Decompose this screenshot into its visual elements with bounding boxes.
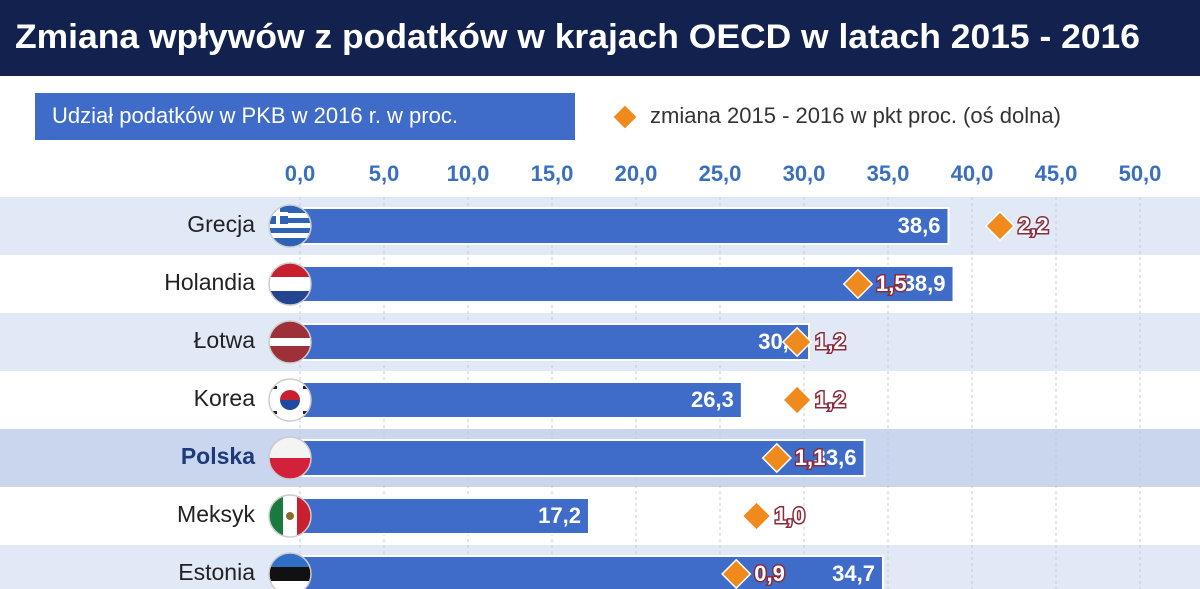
legend-label: Udział podatków w PKB w 2016 r. w proc.: [52, 103, 458, 128]
bar-value-label: 17,2: [538, 503, 581, 528]
x-tick-label: 20,0: [615, 161, 658, 186]
diamond-value-label: 0,9: [754, 561, 785, 586]
legend-box: [35, 93, 575, 140]
bar-value-label: 34,7: [832, 561, 875, 586]
x-tick-label: 40,0: [951, 161, 994, 186]
x-tick-label: 30,0: [783, 161, 826, 186]
category-label: Meksyk: [177, 501, 255, 527]
bar-value-label: 38,6: [898, 213, 941, 238]
diamond: [781, 326, 813, 358]
x-tick-label: 10,0: [447, 161, 490, 186]
diamond: [721, 558, 752, 589]
diamond-value-label: 1,0: [775, 503, 806, 528]
flag: [269, 205, 311, 247]
bar: [299, 207, 950, 245]
x-tick-label: 5,0: [369, 161, 400, 186]
bar: [299, 555, 884, 589]
x-tick-label: 45,0: [1035, 161, 1078, 186]
diamond-value-label: 1,2: [815, 387, 846, 412]
diamond: [781, 384, 813, 416]
bar-value-label: 26,3: [691, 387, 734, 412]
category-label: Holandia: [164, 269, 255, 295]
bar-value-label: 38,9: [903, 271, 946, 296]
x-tick-label: 0,0: [285, 161, 316, 186]
x-tick-label: 35,0: [867, 161, 910, 186]
bar: [299, 381, 743, 419]
category-label: Estonia: [178, 559, 255, 585]
x-tick-label: 50,0: [1119, 161, 1162, 186]
category-label: Korea: [194, 385, 256, 411]
diamond-value-label: 1,1: [795, 445, 826, 470]
diamond-value-label: 2,2: [1018, 213, 1049, 238]
diamond-value-label: 1,5: [876, 271, 907, 296]
x-tick-label: 25,0: [699, 161, 742, 186]
bar: [299, 323, 811, 361]
legend-marker: [613, 105, 637, 129]
diamond: [984, 210, 1016, 242]
flags: [268, 204, 312, 589]
flag: [269, 321, 311, 363]
legend-label: zmiana 2015 - 2016 w pkt proc. (oś dolna…: [650, 103, 1061, 128]
category-label: Łotwa: [194, 327, 256, 353]
diamond-value-label: 1,2: [815, 329, 846, 354]
category-label: Grecja: [187, 211, 255, 237]
bar-value-label: 33,6: [814, 445, 857, 470]
chart-title: Zmiana wpływów z podatków w krajach OECD…: [15, 18, 1140, 56]
category-label: Polska: [181, 443, 255, 469]
title-bar: [0, 0, 1200, 76]
x-tick-label: 15,0: [531, 161, 574, 186]
bar: [299, 497, 590, 535]
diamond: [761, 442, 793, 474]
diamond: [842, 268, 874, 300]
diamond: [741, 500, 772, 532]
row-background: [0, 487, 1200, 545]
flag: [269, 437, 311, 479]
